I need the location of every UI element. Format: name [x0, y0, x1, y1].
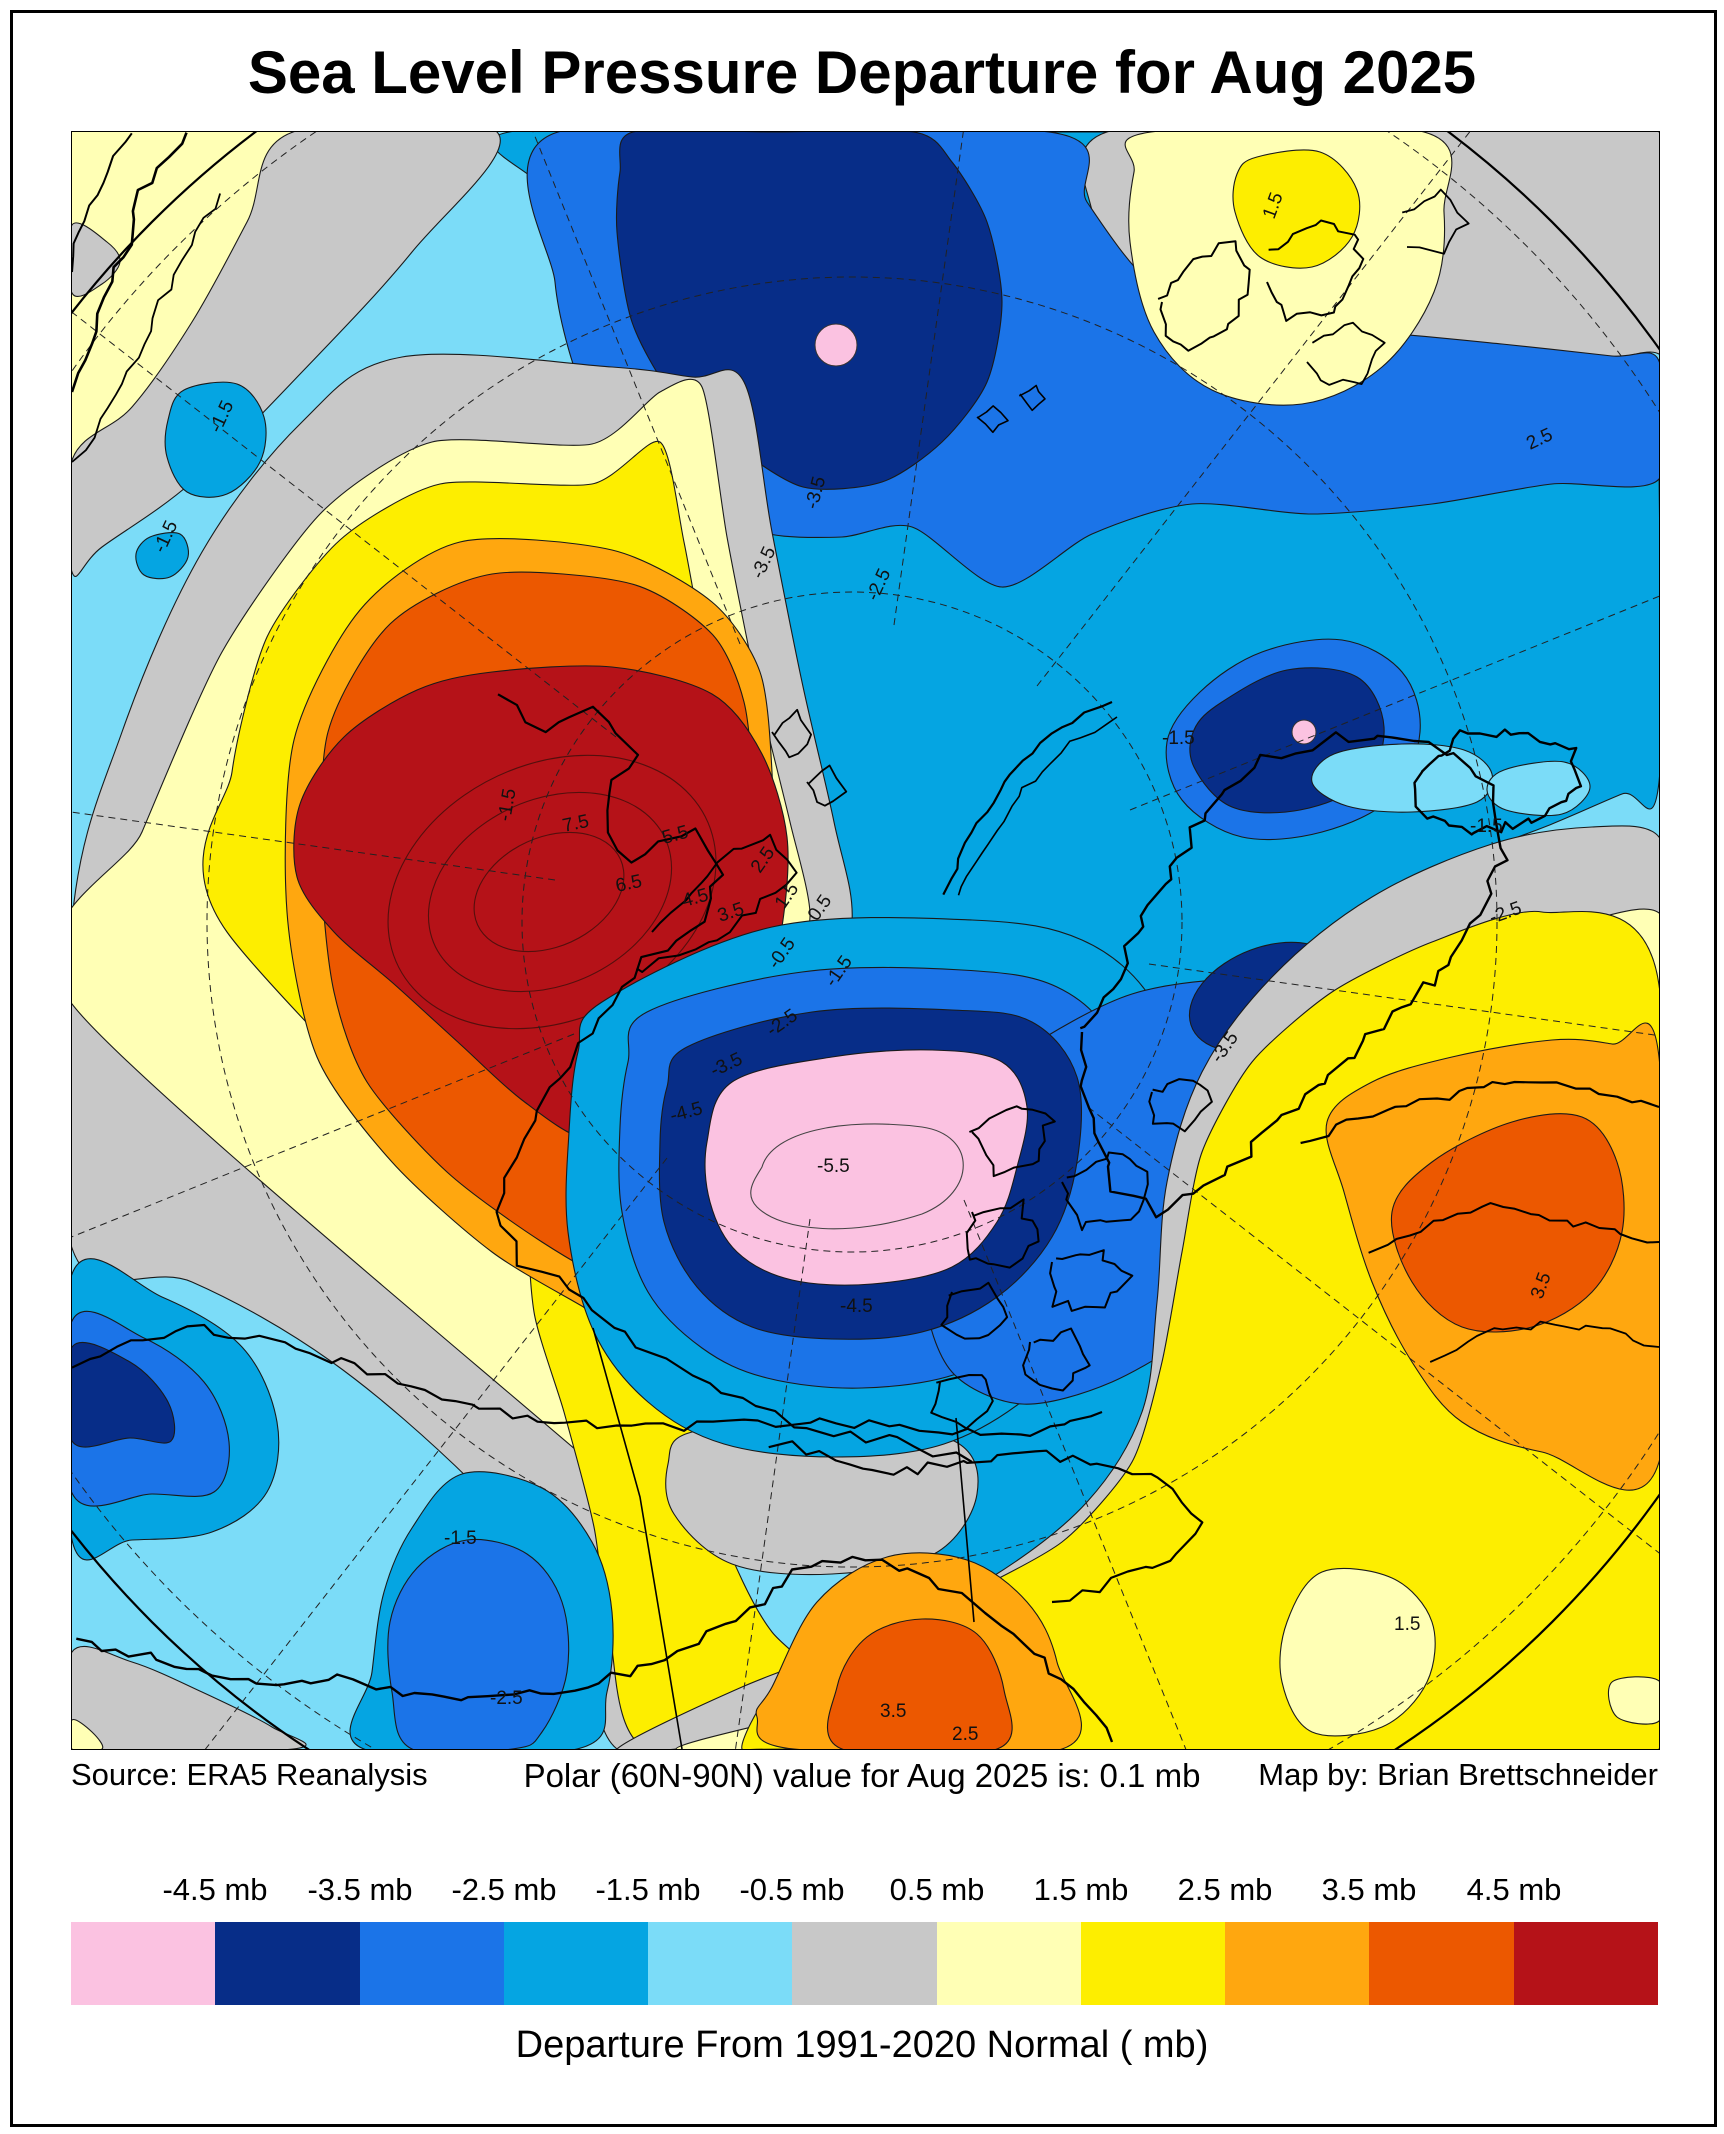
svg-text:-1.5: -1.5	[444, 1528, 477, 1549]
svg-text:-5.5: -5.5	[817, 1156, 850, 1177]
svg-text:-4.5: -4.5	[840, 1296, 873, 1317]
svg-text:-2.5: -2.5	[490, 1688, 523, 1709]
svg-text:-1.5: -1.5	[1470, 816, 1503, 837]
svg-text:2.5: 2.5	[952, 1724, 978, 1745]
svg-text:1.5: 1.5	[1394, 1614, 1420, 1635]
svg-text:3.5: 3.5	[880, 1701, 906, 1722]
svg-text:-1.5: -1.5	[1162, 728, 1195, 749]
